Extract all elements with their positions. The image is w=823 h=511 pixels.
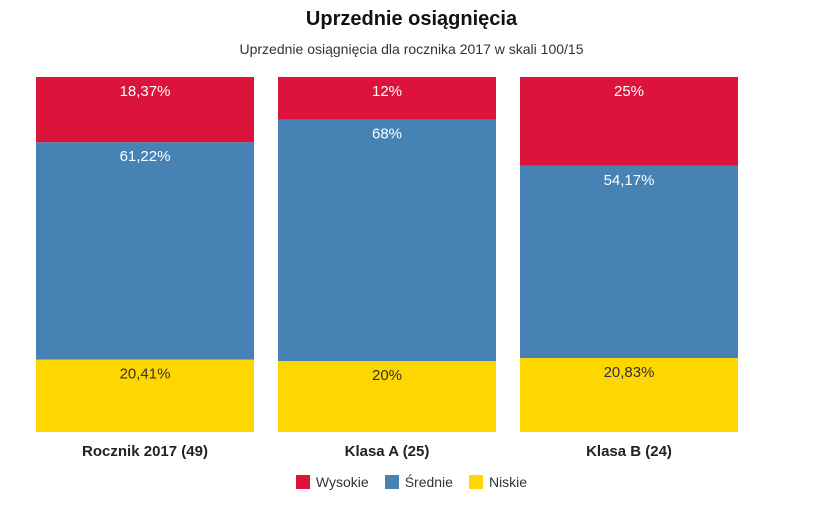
legend-item-srednie[interactable]: Średnie	[384, 474, 453, 490]
bar-segment-niskie-1[interactable]	[36, 359, 254, 432]
bar-segment-srednie-1[interactable]	[36, 142, 254, 360]
bar-segment-wysokie-2[interactable]	[278, 77, 496, 120]
data-label-wysokie-1: 18,37%	[120, 83, 171, 100]
bar-segment-niskie-3[interactable]	[520, 358, 738, 432]
data-label-srednie-2: 68%	[372, 126, 402, 143]
data-label-niskie-2: 20%	[372, 367, 402, 384]
legend-label-srednie: Średnie	[404, 474, 453, 490]
legend-item-niskie[interactable]: Niskie	[468, 474, 528, 490]
legend-label-niskie: Niskie	[488, 474, 528, 490]
data-label-wysokie-3: 25%	[614, 83, 644, 100]
chart-subtitle: Uprzednie osiągnięcia dla rocznika 2017 …	[239, 41, 584, 57]
legend-label-wysokie: Wysokie	[315, 474, 369, 490]
legend: Wysokie Średnie Niskie	[0, 474, 823, 490]
data-label-srednie-3: 54,17%	[604, 172, 655, 189]
legend-swatch-niskie	[468, 475, 483, 489]
bar-segment-srednie-2[interactable]	[278, 119, 496, 361]
x-tick-label-2: Klasa A (25)	[345, 443, 430, 460]
bar-segment-niskie-2[interactable]	[278, 361, 496, 432]
legend-swatch-wysokie	[295, 475, 310, 489]
bar-segment-srednie-3[interactable]	[520, 165, 738, 359]
data-label-srednie-1: 61,22%	[120, 148, 171, 165]
x-tick-label-3: Klasa B (24)	[586, 443, 672, 460]
chart-title: Uprzednie osiągnięcia	[305, 8, 518, 30]
legend-swatch-srednie	[384, 475, 399, 489]
bar-segment-wysokie-1[interactable]	[36, 77, 254, 143]
legend-item-wysokie[interactable]: Wysokie	[295, 474, 369, 490]
bar-segment-wysokie-3[interactable]	[520, 77, 738, 166]
data-label-wysokie-2: 12%	[372, 83, 402, 100]
x-tick-label-1: Rocznik 2017 (49)	[82, 443, 208, 460]
data-label-niskie-3: 20,83%	[604, 364, 655, 381]
data-label-niskie-1: 20,41%	[120, 366, 171, 383]
